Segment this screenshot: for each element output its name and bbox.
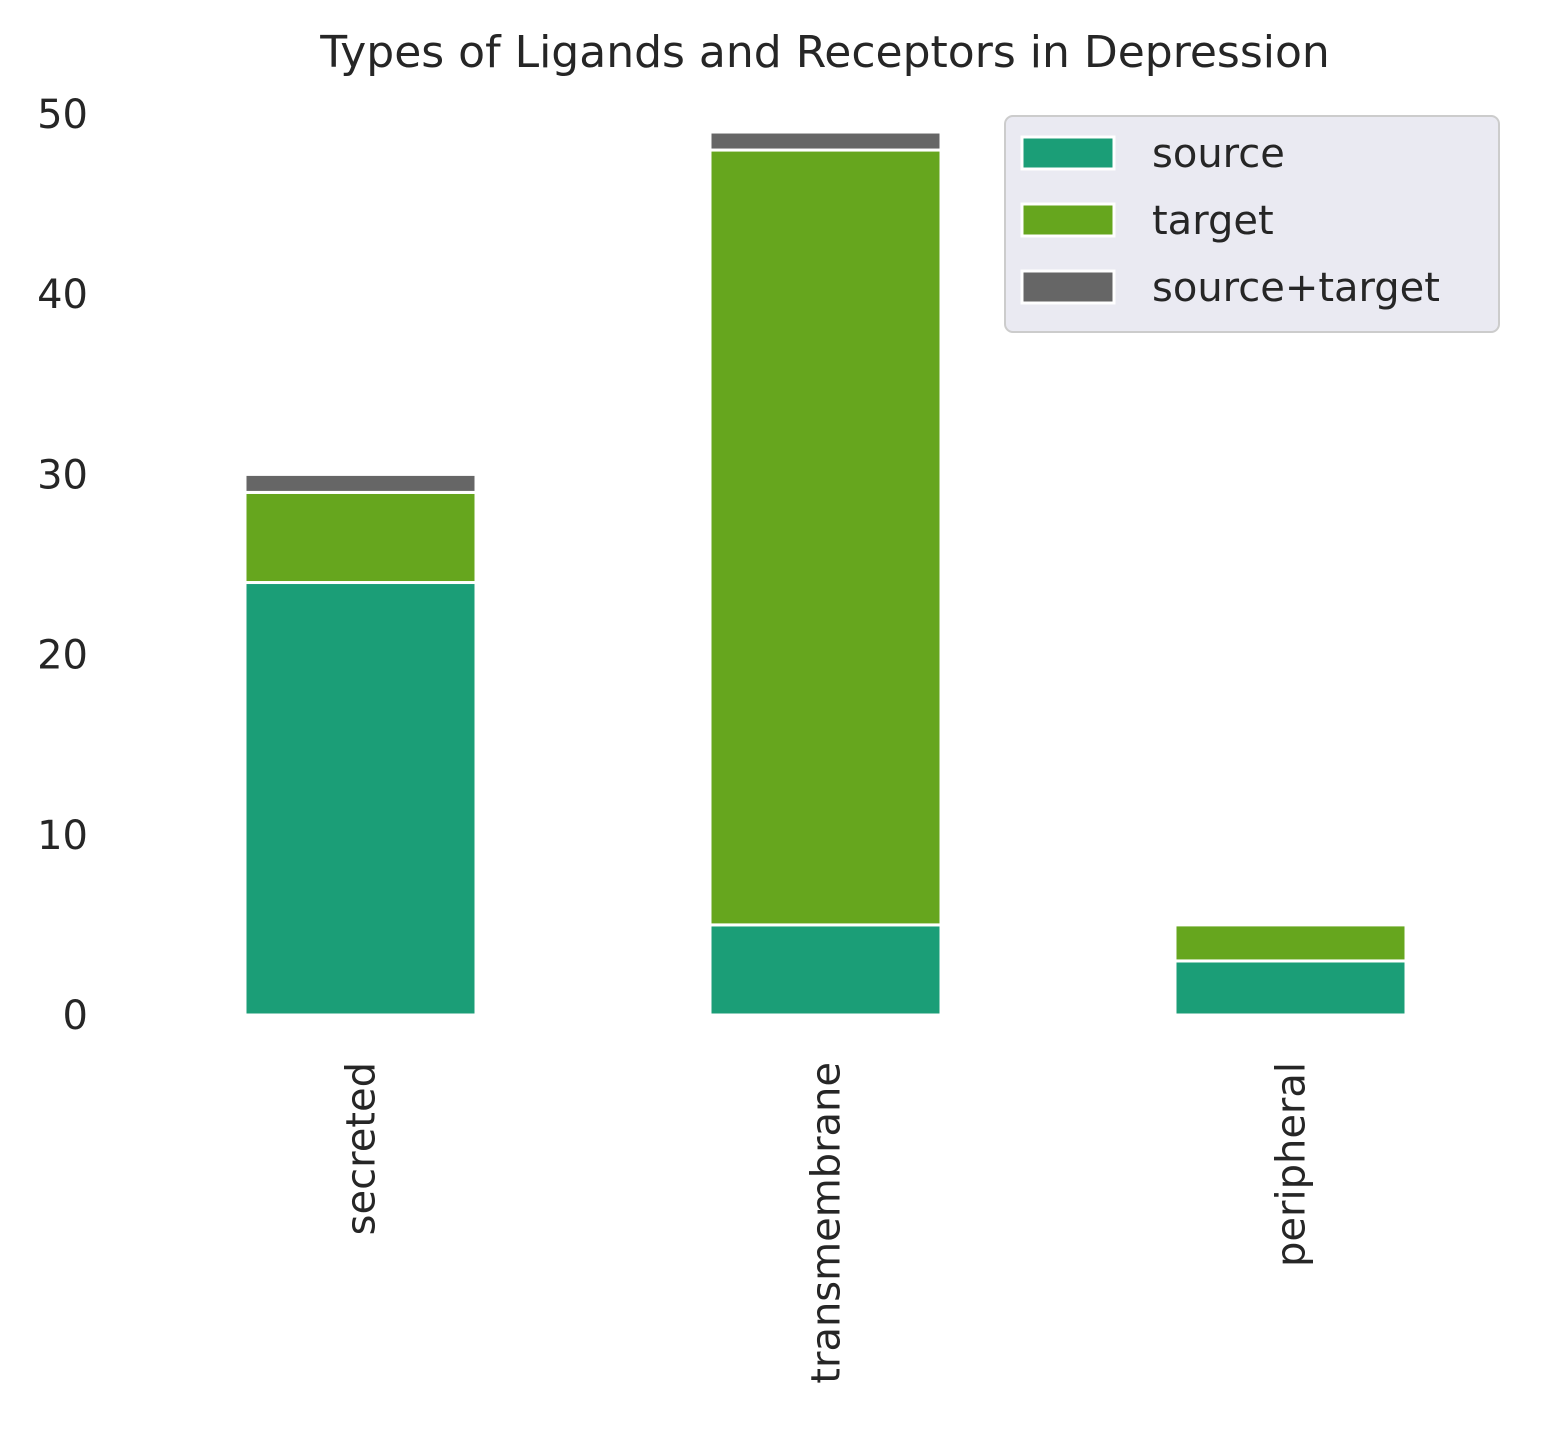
bar-transmembrane-target bbox=[708, 148, 943, 927]
y-tick-label: 30 bbox=[37, 452, 88, 498]
bar-peripheral-source bbox=[1173, 959, 1408, 1017]
y-tick-label: 10 bbox=[37, 813, 88, 859]
y-tick-label: 20 bbox=[37, 633, 88, 679]
chart-title: Types of Ligands and Receptors in Depres… bbox=[319, 27, 1330, 78]
legend: source target source+target bbox=[1004, 115, 1500, 333]
x-axis-ticks: secreted transmembrane peripheral bbox=[339, 1062, 1315, 1384]
legend-label-source: source bbox=[1152, 131, 1285, 177]
bar-secreted-source-target bbox=[243, 472, 478, 494]
bar-secreted-target bbox=[243, 490, 478, 585]
bar-transmembrane-source-target bbox=[708, 130, 943, 152]
x-tick-label-secreted: secreted bbox=[339, 1062, 385, 1235]
bars-group bbox=[243, 130, 1408, 1017]
bar-transmembrane-source bbox=[708, 923, 943, 1017]
legend-swatch-source-target bbox=[1020, 269, 1116, 305]
legend-box bbox=[1004, 115, 1500, 333]
y-axis-ticks: 0 10 20 30 40 50 bbox=[37, 92, 88, 1039]
y-tick-label: 50 bbox=[37, 92, 88, 138]
bar-secreted-source bbox=[243, 581, 478, 1017]
legend-label-source-target: source+target bbox=[1152, 265, 1440, 311]
legend-swatch-target bbox=[1020, 202, 1116, 238]
y-tick-label: 40 bbox=[37, 272, 88, 318]
legend-swatch-source bbox=[1020, 135, 1116, 171]
y-tick-label: 0 bbox=[63, 993, 88, 1039]
x-tick-label-transmembrane: transmembrane bbox=[804, 1062, 850, 1384]
bar-peripheral-target bbox=[1173, 923, 1408, 963]
legend-label-target: target bbox=[1152, 198, 1274, 244]
x-tick-label-peripheral: peripheral bbox=[1269, 1062, 1315, 1267]
